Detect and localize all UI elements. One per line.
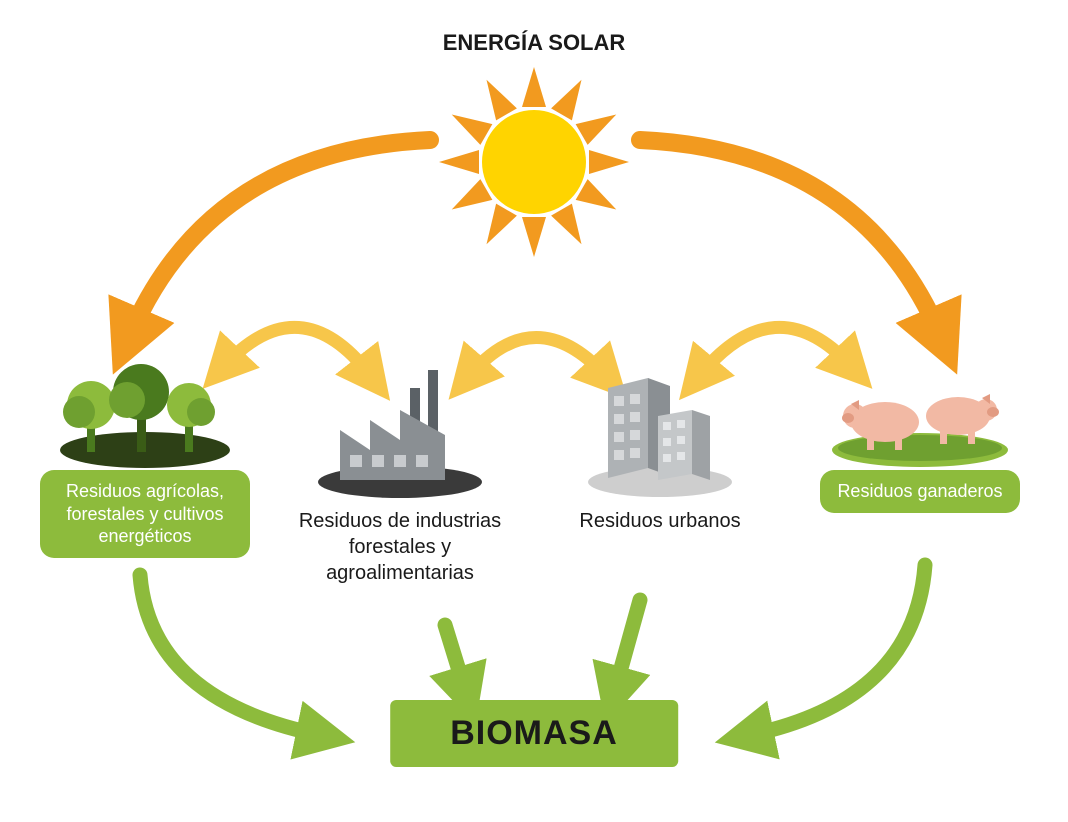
node-urban-label: Residuos urbanos xyxy=(570,508,750,534)
node-agri: Residuos agrícolas, forestales y cultivo… xyxy=(40,350,250,558)
trees-icon xyxy=(55,350,235,470)
edge-sun-ganad xyxy=(640,140,940,335)
node-urban: Residuos urbanos xyxy=(570,360,750,534)
edge-urban-biomasa xyxy=(615,600,640,690)
node-ganad-label: Residuos ganaderos xyxy=(820,470,1020,513)
edge-sun-agri xyxy=(130,140,430,335)
node-ganad: Residuos ganaderos xyxy=(820,350,1020,513)
factory-icon xyxy=(310,360,490,500)
output-box: BIOMASA xyxy=(390,700,678,767)
node-indus-label: Residuos de industrias forestales y agro… xyxy=(290,508,510,586)
node-indus: Residuos de industrias forestales y agro… xyxy=(290,360,510,586)
edge-ganad-biomasa xyxy=(750,565,925,735)
edge-indus-biomasa xyxy=(445,625,465,690)
edge-agri-biomasa xyxy=(140,575,320,735)
node-agri-label: Residuos agrícolas, forestales y cultivo… xyxy=(40,470,250,558)
page-title: ENERGÍA SOLAR xyxy=(443,30,626,56)
pigs-icon xyxy=(825,350,1015,470)
buildings-icon xyxy=(580,360,740,500)
sun-icon xyxy=(434,62,634,262)
